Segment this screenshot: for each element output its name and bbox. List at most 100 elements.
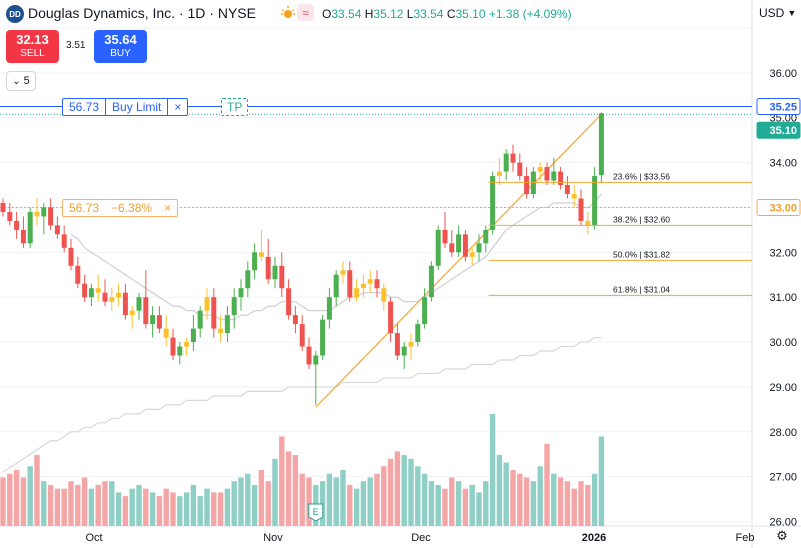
volume-bar <box>13 470 20 526</box>
position-line[interactable]: 56.73 −6.38% × <box>62 199 179 217</box>
ohlc-readout: O33.54 H35.12 L33.54 C35.10 +1.38 (+4.09… <box>322 7 572 21</box>
candle <box>156 315 162 329</box>
candle <box>68 247 74 266</box>
candle <box>381 288 387 302</box>
candle <box>197 310 203 329</box>
volume-bar <box>353 488 360 526</box>
sun-icon[interactable] <box>279 3 297 21</box>
volume-bar <box>381 466 387 526</box>
order-price-label: 35.25 <box>769 102 797 114</box>
volume-bar <box>367 477 373 526</box>
position-qty[interactable]: 56.73 <box>69 201 100 215</box>
volume-bar <box>394 451 401 526</box>
candle <box>564 185 570 194</box>
volume-bar <box>258 470 265 526</box>
volume-bar <box>136 484 142 526</box>
y-tick-label: 34.00 <box>769 158 797 170</box>
volume-bar <box>551 473 557 526</box>
candle <box>299 324 305 347</box>
position-close-icon[interactable]: × <box>164 201 172 215</box>
volume-bar <box>415 466 421 526</box>
y-tick-label: 30.00 <box>769 337 797 349</box>
volume-bar <box>503 462 509 526</box>
close-label: C <box>446 7 456 21</box>
candle <box>265 256 271 280</box>
wave-icon[interactable]: ≈ <box>297 4 314 21</box>
volume-bar <box>211 492 217 526</box>
order-close-icon[interactable]: × <box>174 100 182 114</box>
candle <box>177 346 183 356</box>
candle <box>456 234 462 253</box>
volume-bar <box>517 473 523 526</box>
volume-bar <box>469 484 475 526</box>
volume-bar <box>231 481 237 526</box>
candle <box>109 297 115 302</box>
candle <box>496 171 502 177</box>
current-price-label: 35.10 <box>769 125 797 137</box>
volume-bar <box>54 488 61 526</box>
y-tick-label: 27.00 <box>769 472 797 484</box>
candle <box>218 328 224 334</box>
candle <box>585 220 591 226</box>
volume-bar <box>81 477 88 526</box>
candle <box>95 288 101 293</box>
volume-bar <box>34 455 40 526</box>
sell-price: 32.13 <box>16 32 49 47</box>
volume-bar <box>476 492 482 526</box>
volume-bar <box>156 496 163 526</box>
volume-bar <box>462 488 469 526</box>
volume-bar <box>585 484 591 526</box>
candle <box>388 301 394 334</box>
candle <box>34 211 40 217</box>
y-tick-label: 36.00 <box>769 68 797 80</box>
candle <box>394 333 400 356</box>
volume-bar <box>265 481 271 526</box>
candle <box>347 270 353 298</box>
buy-button[interactable]: 35.64 BUY <box>94 30 147 63</box>
candle <box>27 211 33 244</box>
volume-bar <box>122 496 129 526</box>
volume-bar <box>326 473 333 526</box>
volume-bar <box>115 492 122 526</box>
volume-bar <box>489 414 496 526</box>
current-price-label-bg <box>756 121 801 139</box>
candle <box>435 229 441 266</box>
low-value: 33.54 <box>413 7 444 21</box>
company-logo-icon: DD <box>6 5 24 23</box>
symbol-title[interactable]: Douglas Dynamics, Inc. · 1D · NYSE <box>28 5 256 21</box>
order-price[interactable]: 56.73 <box>63 99 107 115</box>
take-profit-button[interactable]: TP <box>221 98 249 116</box>
candle <box>20 229 26 244</box>
candle <box>551 171 557 181</box>
volume-bar <box>0 477 6 526</box>
volume-bar <box>421 473 428 526</box>
volume-bar <box>292 455 299 526</box>
candle <box>122 292 128 316</box>
buy-price: 35.64 <box>104 32 137 47</box>
volume-bar <box>41 481 47 526</box>
volume-bar <box>578 481 584 526</box>
candle <box>211 297 217 329</box>
y-tick-label: 29.00 <box>769 382 797 394</box>
volume-bar <box>129 488 135 526</box>
volume-bar <box>183 492 190 526</box>
buy-limit-order[interactable]: 56.73 Buy Limit × <box>62 98 189 116</box>
volume-bar <box>7 473 13 526</box>
earnings-marker-icon <box>308 503 324 522</box>
order-type[interactable]: Buy Limit <box>106 99 169 115</box>
indicators-count: 5 <box>23 75 30 87</box>
volume-bar <box>408 458 414 526</box>
candle <box>476 243 482 253</box>
settings-gear-icon[interactable]: ⚙ <box>776 528 788 543</box>
volume-bar <box>306 477 312 526</box>
indicators-toggle[interactable]: ⌄ 5 <box>6 71 36 91</box>
change-value: +1.38 (+4.09%) <box>488 7 572 21</box>
volume-bar <box>177 496 183 526</box>
currency-selector[interactable]: USD ▼ <box>759 3 801 23</box>
candle <box>333 274 339 298</box>
sell-button[interactable]: 32.13 SELL <box>6 30 59 63</box>
candle <box>136 297 142 311</box>
volume-bar <box>20 477 27 526</box>
